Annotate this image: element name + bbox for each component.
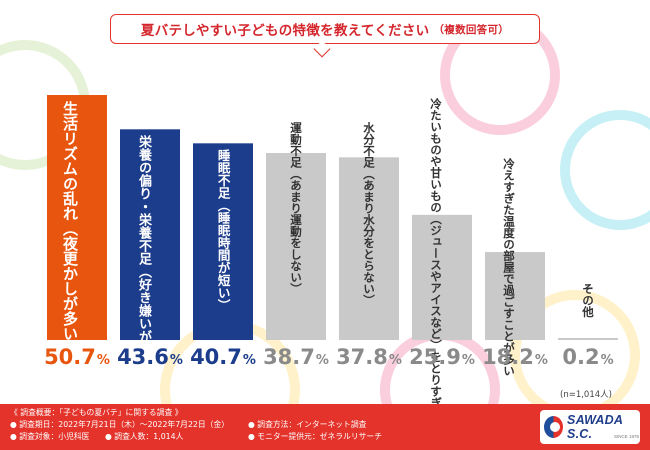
bg-circle-decoration <box>560 110 650 230</box>
bar-label-line: 生活リズムの乱れ <box>61 101 79 221</box>
data-label-value: 18.2 <box>482 345 534 369</box>
bar-label-line: 水分不足（あまり水分をとらない） <box>362 122 377 306</box>
bar <box>193 143 253 340</box>
bar-label-line: その他 <box>581 283 596 318</box>
data-label-unit: % <box>169 353 183 368</box>
bar-label-line: 栄養の偏り・栄養不足 <box>135 135 151 266</box>
data-label: 40.7% <box>183 345 263 369</box>
logo-text: SAWADA S.C. <box>567 413 623 441</box>
bar <box>412 214 472 340</box>
data-label: 25.9% <box>402 345 482 369</box>
survey-overview: 《 調査概要：「子どもの夏バテ」に関する調査 》 <box>10 408 183 417</box>
bar-label: 栄養の偏り・栄養不足（好き嫌いが多い、少食など） <box>135 135 151 448</box>
bar-label: 運動不足（あまり運動をしない） <box>289 122 304 295</box>
data-label: 38.7% <box>256 345 336 369</box>
bar <box>339 157 399 340</box>
sawada-logo-icon <box>544 416 564 438</box>
data-label: 18.2% <box>475 345 555 369</box>
bar-label-line: 冷たいものや甘いもの（ジュースや <box>428 98 443 282</box>
bar <box>485 252 545 340</box>
survey-provider: ● モニター提供元：ゼネラルリサーチ <box>248 432 383 441</box>
bar <box>120 129 180 340</box>
logo-sub: SINCE 1976 <box>614 434 640 439</box>
chart-title-note: （複数回答可） <box>433 23 510 36</box>
data-label-value: 37.8 <box>336 345 388 369</box>
bar <box>558 338 618 340</box>
bar-label-line: 運動不足（あまり運動をしない） <box>289 122 304 295</box>
chart-title: 夏バテしやすい子どもの特徴を教えてください （複数回答可） <box>110 14 540 44</box>
bar-label: 生活リズムの乱れ（夜更かしが多いなど） <box>61 101 79 386</box>
data-label-value: 25.9 <box>409 345 461 369</box>
data-label-unit: % <box>600 353 614 368</box>
data-label-unit: % <box>534 353 548 368</box>
bar-label-line: （夜更かしが多いなど） <box>61 221 79 386</box>
data-label-unit: % <box>96 353 110 368</box>
data-label-value: 38.7 <box>263 345 315 369</box>
data-label: 0.2% <box>548 345 628 369</box>
survey-method: ● 調査方法：インターネット調査 <box>248 420 367 429</box>
data-label-value: 43.6 <box>117 345 169 369</box>
bar <box>266 152 326 340</box>
data-label-unit: % <box>388 353 402 368</box>
data-label-value: 0.2 <box>562 345 600 369</box>
data-label: 37.8% <box>329 345 409 369</box>
bar-label: 冷えすぎた温度の部屋で過ごすことが多い <box>501 158 516 377</box>
bar-label-line: 過ごすことが多い <box>501 284 516 377</box>
data-label: 50.7% <box>37 345 117 369</box>
data-label: 43.6% <box>110 345 190 369</box>
data-label-value: 40.7 <box>190 345 242 369</box>
data-label-unit: % <box>315 353 329 368</box>
chart-title-text: 夏バテしやすい子どもの特徴を教えてください <box>140 23 430 39</box>
bar <box>47 95 107 340</box>
sample-size-note: (n=1,014人) <box>560 390 612 400</box>
bar-label-line: 睡眠不足（睡眠時間が短い） <box>215 149 231 312</box>
data-label-value: 50.7 <box>44 345 96 369</box>
bar-label: その他 <box>581 283 596 318</box>
survey-target: ● 調査対象：小児科医 <box>10 432 90 441</box>
survey-count: ● 調査人数：1,014人 <box>105 432 184 441</box>
survey-period: ● 調査期日：2022年7月21日（木）〜2022年7月22日（金） <box>10 420 230 429</box>
bar-label-line: 冷えすぎた温度の部屋で <box>501 158 516 285</box>
bar-label: 冷たいものや甘いもの（ジュースやアイスなど）をとりすぎている <box>428 98 443 443</box>
sawada-logo: SAWADA S.C. SINCE 1976 <box>540 410 640 444</box>
data-label-unit: % <box>461 353 475 368</box>
bar-label: 水分不足（あまり水分をとらない） <box>362 122 377 306</box>
bar-label-line: （好き嫌いが多い、少食など） <box>135 265 151 448</box>
bar-label-line: アイスなど）をとりすぎている <box>428 282 443 443</box>
bar-label: 睡眠不足（睡眠時間が短い） <box>215 149 231 312</box>
data-label-unit: % <box>242 353 256 368</box>
